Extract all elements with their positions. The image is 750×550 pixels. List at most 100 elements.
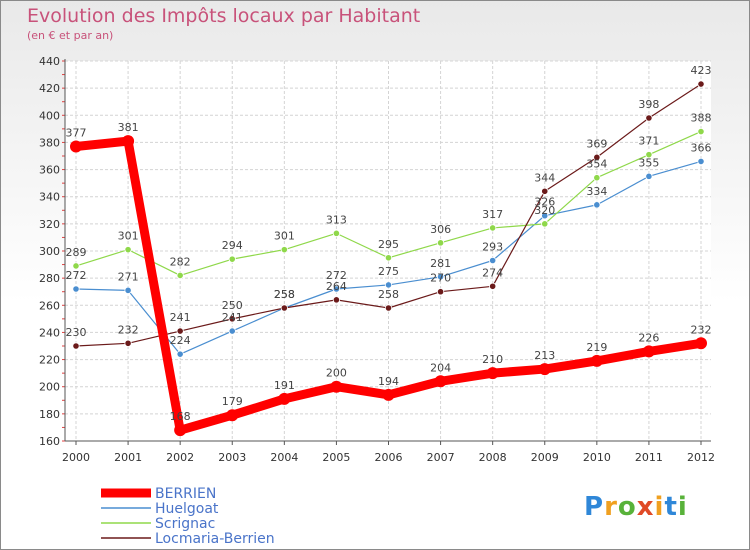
- data-label: 210: [482, 353, 503, 366]
- data-point: [489, 282, 497, 290]
- data-point: [538, 363, 551, 376]
- x-tick-label: 2012: [687, 451, 715, 464]
- data-point: [590, 354, 603, 367]
- data-label: 371: [638, 135, 659, 148]
- data-label: 224: [170, 334, 191, 347]
- data-label: 398: [638, 98, 659, 111]
- data-point: [330, 380, 343, 393]
- x-tick-label: 2001: [114, 451, 142, 464]
- data-point: [72, 285, 80, 293]
- legend-label: Scrignac: [155, 516, 215, 532]
- data-point: [541, 212, 549, 220]
- x-tick-label: 2008: [479, 451, 507, 464]
- data-label: 366: [691, 141, 712, 154]
- data-point: [70, 140, 82, 153]
- data-point: [384, 304, 393, 312]
- data-label: 230: [66, 326, 87, 339]
- data-point: [645, 172, 653, 180]
- data-point: [124, 339, 132, 347]
- y-tick-label: 220: [39, 354, 60, 367]
- data-point: [228, 255, 236, 263]
- data-point: [278, 392, 291, 405]
- data-label: 241: [170, 311, 191, 324]
- y-tick-label: 240: [39, 326, 60, 339]
- legend-item: Huelgoat: [101, 501, 219, 517]
- data-label: 301: [274, 230, 295, 243]
- data-point: [122, 135, 135, 148]
- data-point: [332, 229, 341, 237]
- data-label: 258: [274, 288, 295, 301]
- data-point: [645, 114, 653, 122]
- data-label: 204: [430, 361, 451, 374]
- data-label: 191: [274, 379, 295, 392]
- y-tick-label: 160: [39, 435, 60, 448]
- data-point: [174, 424, 187, 437]
- data-label: 306: [430, 223, 451, 236]
- x-tick-label: 2010: [583, 451, 611, 464]
- data-point: [486, 367, 499, 380]
- data-labels-huelgoat: 272 271 224 241 258 272 275 281 293 326 334 355 366: [66, 141, 712, 347]
- data-point: [593, 201, 601, 209]
- data-point: [280, 304, 288, 312]
- data-point: [541, 187, 549, 195]
- data-point: [434, 375, 447, 388]
- data-label: 301: [118, 230, 139, 243]
- data-point: [384, 254, 393, 262]
- x-tick-label: 2006: [375, 451, 403, 464]
- data-label: 274: [482, 266, 503, 279]
- data-point: [436, 288, 445, 296]
- data-label: 271: [118, 270, 139, 283]
- data-labels-scrignac: 289 301 282 294 301 313 295 306 317 320 354 371 388: [66, 112, 712, 269]
- data-point: [645, 151, 653, 159]
- data-point: [489, 224, 497, 232]
- y-tick-label: 400: [39, 109, 60, 122]
- data-label: 381: [118, 121, 139, 134]
- data-label: 232: [118, 323, 139, 336]
- data-label: 313: [326, 213, 347, 226]
- data-point: [436, 273, 445, 281]
- data-labels-berrien: 377 381 168 179 191 200 194 204 210 213 219 226 232: [66, 121, 712, 423]
- data-label: 258: [274, 288, 295, 301]
- data-point: [489, 256, 497, 265]
- logo-letter: o: [617, 492, 637, 522]
- data-label: 226: [638, 331, 659, 344]
- data-label: 264: [326, 280, 347, 293]
- data-point: [124, 246, 132, 254]
- data-point: [697, 127, 705, 136]
- series-berrien: [70, 135, 707, 437]
- data-label: 258: [378, 288, 399, 301]
- data-label: 377: [66, 127, 87, 140]
- y-tick-label: 440: [39, 55, 60, 68]
- data-label: 344: [534, 171, 555, 184]
- data-point: [593, 174, 601, 182]
- legend-item: BERRIEN: [101, 486, 216, 502]
- x-tick-label: 2002: [166, 451, 194, 464]
- data-point: [697, 157, 705, 166]
- data-point: [541, 220, 549, 228]
- chart-subtitle: (en € et par an): [27, 29, 114, 42]
- logo-letter: i: [654, 492, 665, 522]
- y-tick-label: 300: [39, 245, 60, 258]
- data-label: 232: [691, 323, 712, 336]
- legend-item: Locmaria-Berrien: [101, 531, 275, 547]
- data-point: [436, 239, 445, 247]
- chart-title: Evolution des Impôts locaux par Habitant: [27, 5, 421, 27]
- data-point: [697, 80, 705, 88]
- data-label: 179: [222, 395, 243, 408]
- data-label: 200: [326, 367, 347, 380]
- y-tick-label: 340: [39, 191, 60, 204]
- logo-letter: t: [664, 492, 678, 522]
- x-tick-label: 2011: [635, 451, 663, 464]
- logo-letter: x: [636, 492, 655, 522]
- data-label: 272: [326, 269, 347, 282]
- data-label: 317: [482, 208, 503, 221]
- data-label: 275: [378, 265, 399, 278]
- series-locmaria-berrien: [72, 80, 705, 350]
- logo-letter: i: [677, 492, 688, 522]
- data-label: 294: [222, 239, 243, 252]
- data-point: [332, 285, 341, 293]
